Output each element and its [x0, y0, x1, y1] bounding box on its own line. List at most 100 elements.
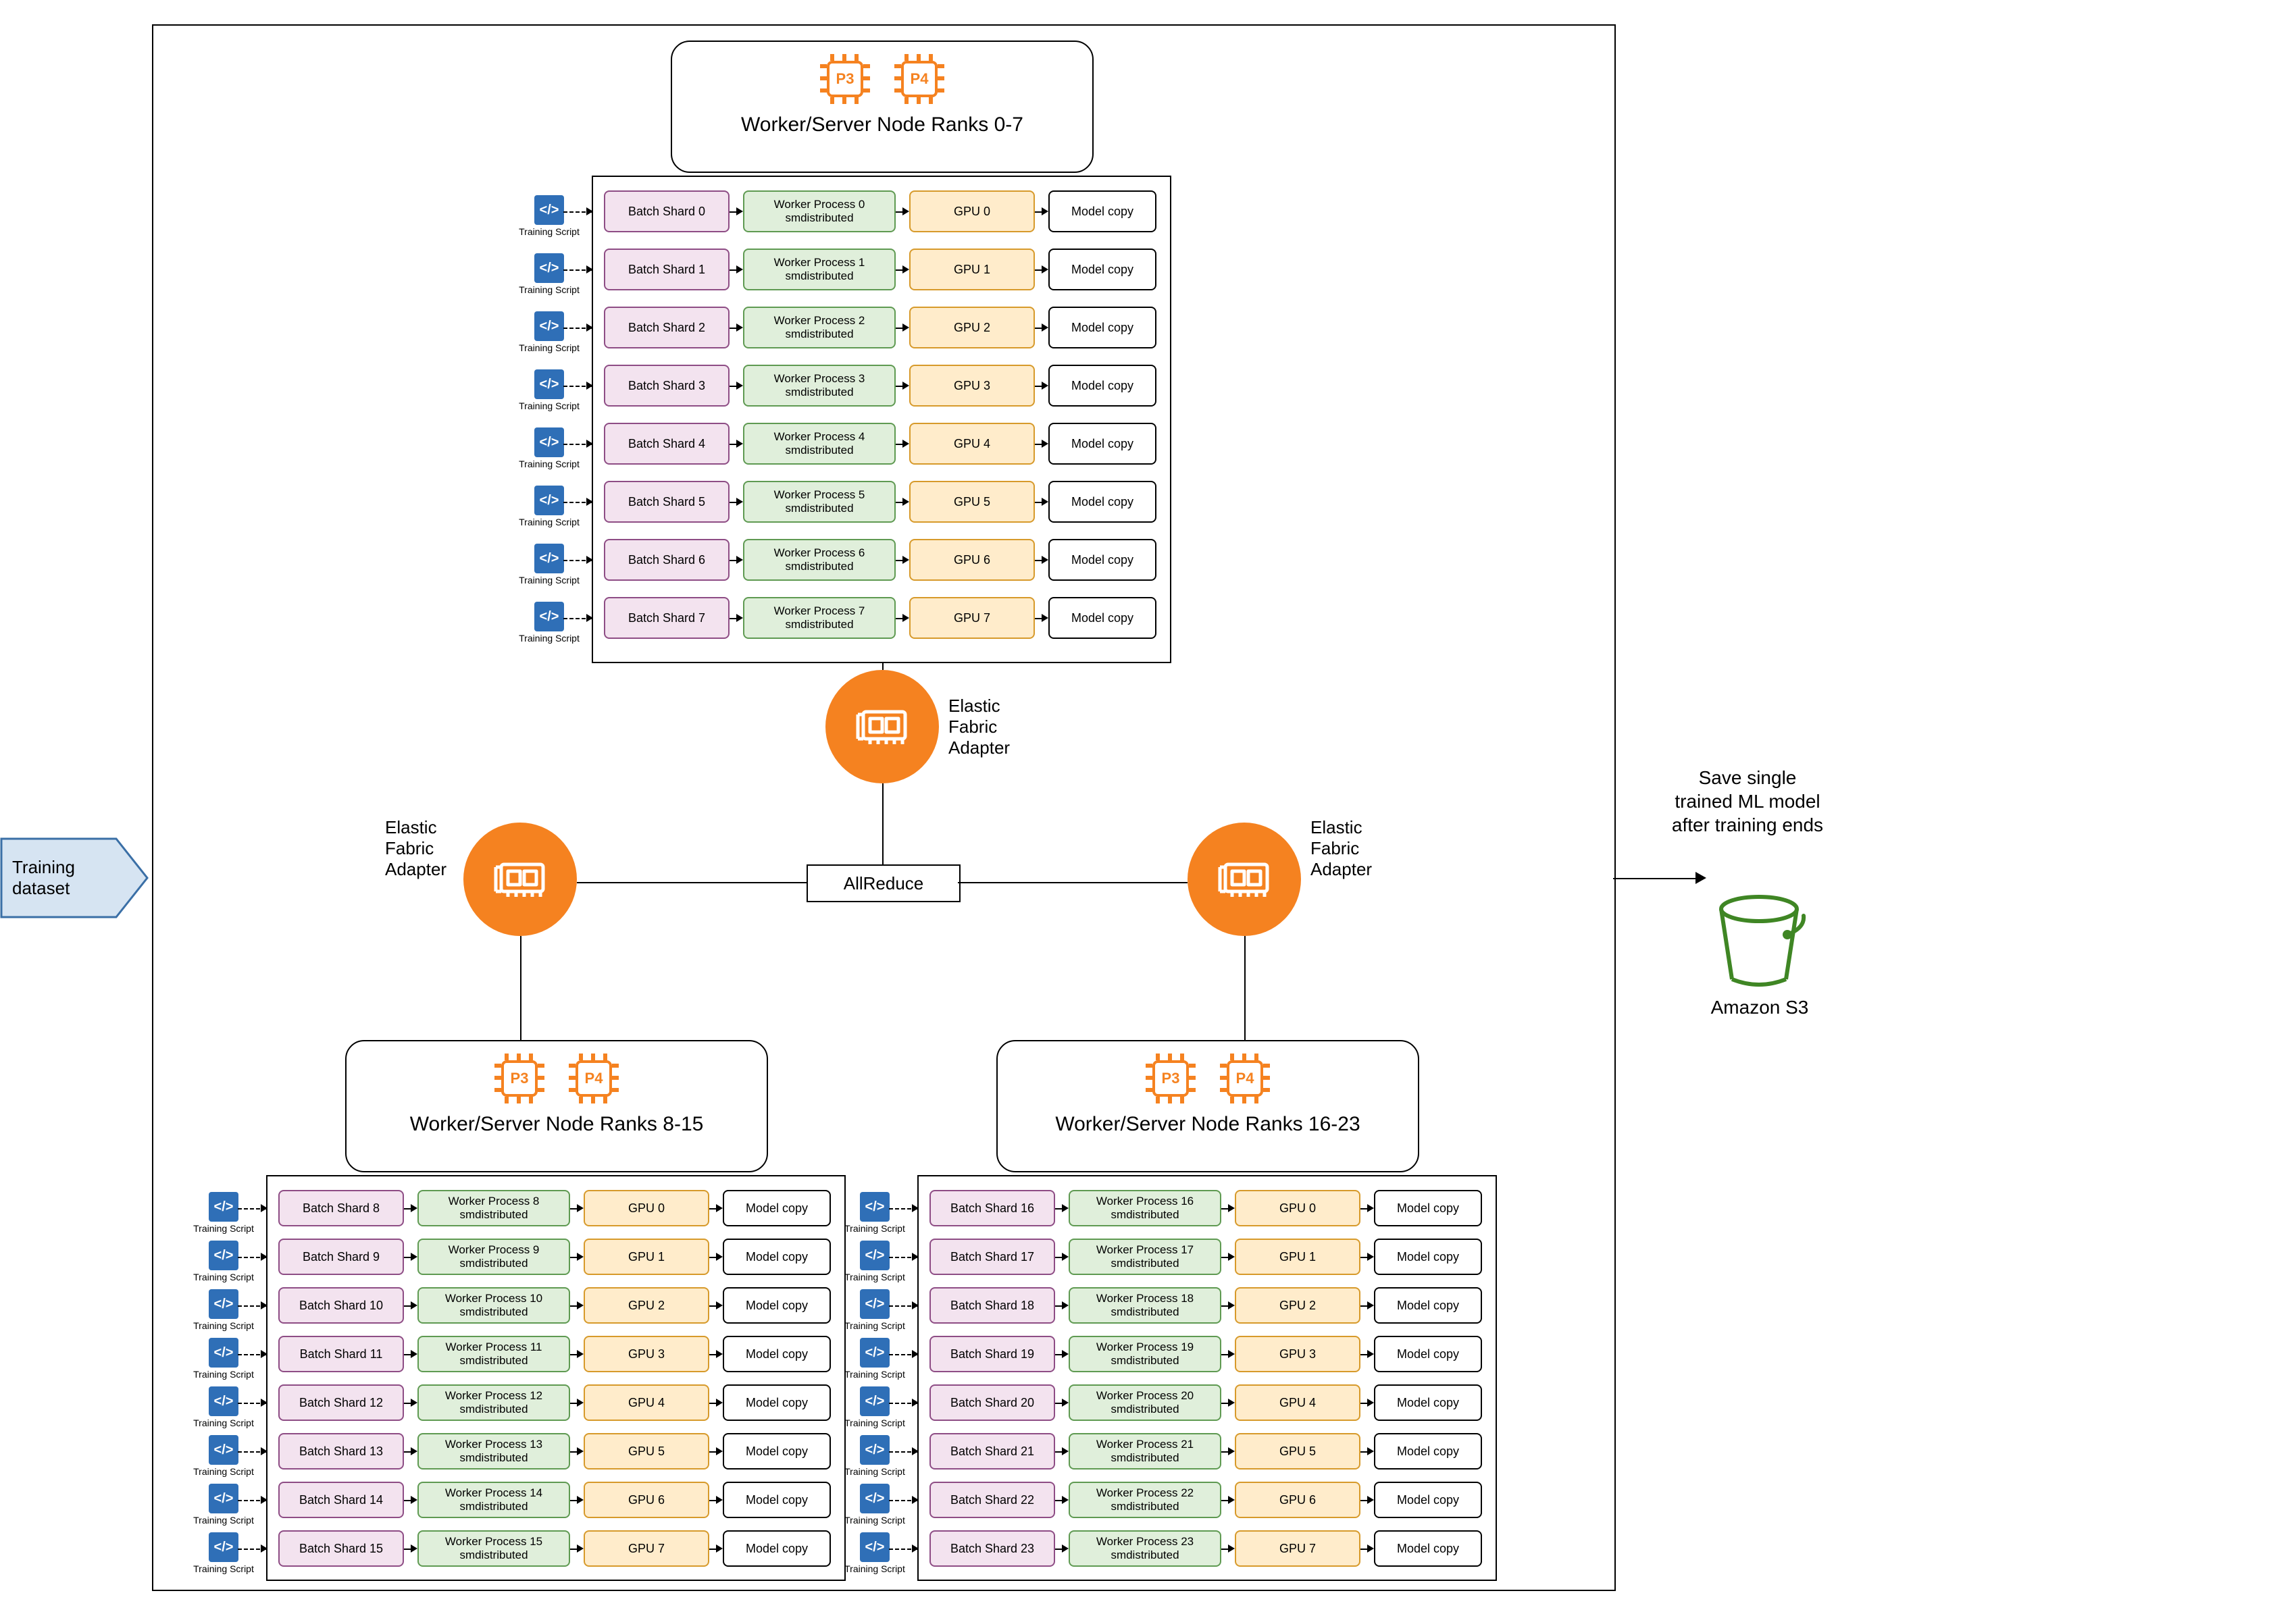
- training-script-label: Training Script: [193, 1369, 254, 1380]
- arrow-icon: [586, 498, 593, 506]
- code-icon: </>: [860, 1386, 890, 1416]
- rank-row: </>Training ScriptBatch Shard 2Worker Pr…: [593, 307, 1170, 365]
- batch-shard: Batch Shard 21: [929, 1433, 1055, 1470]
- code-icon: </>: [209, 1338, 238, 1368]
- training-script-label: Training Script: [844, 1369, 905, 1380]
- worker-process: Worker Process 20smdistributed: [1069, 1384, 1221, 1421]
- gpu: GPU 2: [1235, 1287, 1360, 1324]
- node-card: P3P4Worker/Server Node Ranks 8-15: [345, 1040, 768, 1172]
- training-script: </>Training Script: [519, 195, 580, 237]
- batch-shard: Batch Shard 7: [604, 597, 730, 639]
- arrow-icon: [1228, 1253, 1235, 1261]
- batch-shard: Batch Shard 16: [929, 1190, 1055, 1226]
- training-script: </>Training Script: [844, 1484, 905, 1526]
- connector-line: [570, 1549, 577, 1550]
- training-script-label: Training Script: [519, 284, 580, 295]
- arrow-icon: [411, 1301, 417, 1309]
- training-script-label: Training Script: [193, 1320, 254, 1331]
- training-script: </>Training Script: [844, 1532, 905, 1574]
- connector-line: [404, 1257, 411, 1258]
- worker-process: Worker Process 22smdistributed: [1069, 1482, 1221, 1518]
- model-copy: Model copy: [723, 1336, 831, 1372]
- connector-line: [896, 560, 902, 561]
- arrow-icon: [716, 1204, 723, 1212]
- worker-process: Worker Process 3smdistributed: [743, 365, 896, 407]
- connector-line: [404, 1500, 411, 1501]
- arrow-icon: [912, 1544, 919, 1553]
- connector-line: [896, 328, 902, 329]
- node-card: P3P4Worker/Server Node Ranks 16-23: [996, 1040, 1419, 1172]
- arrow-icon: [577, 1204, 584, 1212]
- arrow-icon: [1062, 1544, 1069, 1553]
- arrow-icon: [912, 1399, 919, 1407]
- batch-shard: Batch Shard 5: [604, 481, 730, 523]
- arrow-icon: [261, 1544, 267, 1553]
- connector-line: [404, 1208, 411, 1210]
- arrow-icon: [261, 1301, 267, 1309]
- code-icon: </>: [534, 486, 564, 515]
- arrow-icon: [902, 265, 909, 274]
- connector-line: [1035, 560, 1042, 561]
- model-copy: Model copy: [1048, 539, 1156, 581]
- arrow-icon: [586, 614, 593, 622]
- batch-shard: Batch Shard 12: [278, 1384, 404, 1421]
- batch-shard: Batch Shard 1: [604, 249, 730, 290]
- arrow-icon: [902, 498, 909, 506]
- model-copy: Model copy: [1374, 1482, 1482, 1518]
- training-dataset-tag: Training dataset: [0, 837, 149, 918]
- arrow-icon: [716, 1399, 723, 1407]
- connector-line: [709, 1403, 716, 1404]
- worker-process: Worker Process 21smdistributed: [1069, 1433, 1221, 1470]
- rank-row: </>Training ScriptBatch Shard 19Worker P…: [919, 1336, 1496, 1384]
- code-icon: </>: [534, 311, 564, 341]
- code-icon: </>: [860, 1484, 890, 1513]
- arrow-icon: [902, 382, 909, 390]
- arrow-icon: [577, 1399, 584, 1407]
- connector-line: [1035, 386, 1042, 387]
- chip-label: P3: [501, 1060, 538, 1097]
- gpu: GPU 1: [1235, 1239, 1360, 1275]
- arrow-icon: [261, 1447, 267, 1455]
- arrow-icon: [586, 265, 593, 274]
- model-copy: Model copy: [1374, 1287, 1482, 1324]
- arrow-icon: [716, 1544, 723, 1553]
- batch-shard: Batch Shard 22: [929, 1482, 1055, 1518]
- gpu: GPU 5: [1235, 1433, 1360, 1470]
- connector-line: [1221, 1208, 1228, 1210]
- connector-line: [709, 1305, 716, 1307]
- connector-line: [570, 1305, 577, 1307]
- connector-line: [1055, 1305, 1062, 1307]
- training-script: </>Training Script: [844, 1338, 905, 1380]
- code-icon: </>: [860, 1435, 890, 1465]
- training-script-label: Training Script: [519, 400, 580, 411]
- arrow-icon: [902, 440, 909, 448]
- batch-shard: Batch Shard 10: [278, 1287, 404, 1324]
- arrow-icon: [716, 1447, 723, 1455]
- arrow-icon: [716, 1301, 723, 1309]
- arrow-icon: [1367, 1301, 1374, 1309]
- code-icon: </>: [209, 1435, 238, 1465]
- model-copy: Model copy: [1048, 249, 1156, 290]
- arrow-icon: [1062, 1399, 1069, 1407]
- connector-line: [1055, 1208, 1062, 1210]
- arrow-icon: [1062, 1301, 1069, 1309]
- training-script: </>Training Script: [193, 1435, 254, 1477]
- batch-shard: Batch Shard 13: [278, 1433, 404, 1470]
- arrow-icon: [1042, 265, 1048, 274]
- worker-process: Worker Process 5smdistributed: [743, 481, 896, 523]
- connector-line: [1055, 1354, 1062, 1355]
- gpu: GPU 0: [909, 190, 1035, 232]
- chip-label: P4: [576, 1060, 612, 1097]
- connector-line: [520, 936, 521, 1040]
- connector-line: [1035, 269, 1042, 271]
- arrow-icon: [736, 382, 743, 390]
- chip-icon: P3: [1146, 1054, 1196, 1103]
- gpu: GPU 0: [1235, 1190, 1360, 1226]
- connector-line: [1035, 328, 1042, 329]
- arrow-icon: [411, 1496, 417, 1504]
- training-script-label: Training Script: [193, 1515, 254, 1526]
- gpu: GPU 1: [584, 1239, 709, 1275]
- connector-line: [730, 618, 736, 619]
- efa: [463, 823, 577, 936]
- gpu: GPU 6: [909, 539, 1035, 581]
